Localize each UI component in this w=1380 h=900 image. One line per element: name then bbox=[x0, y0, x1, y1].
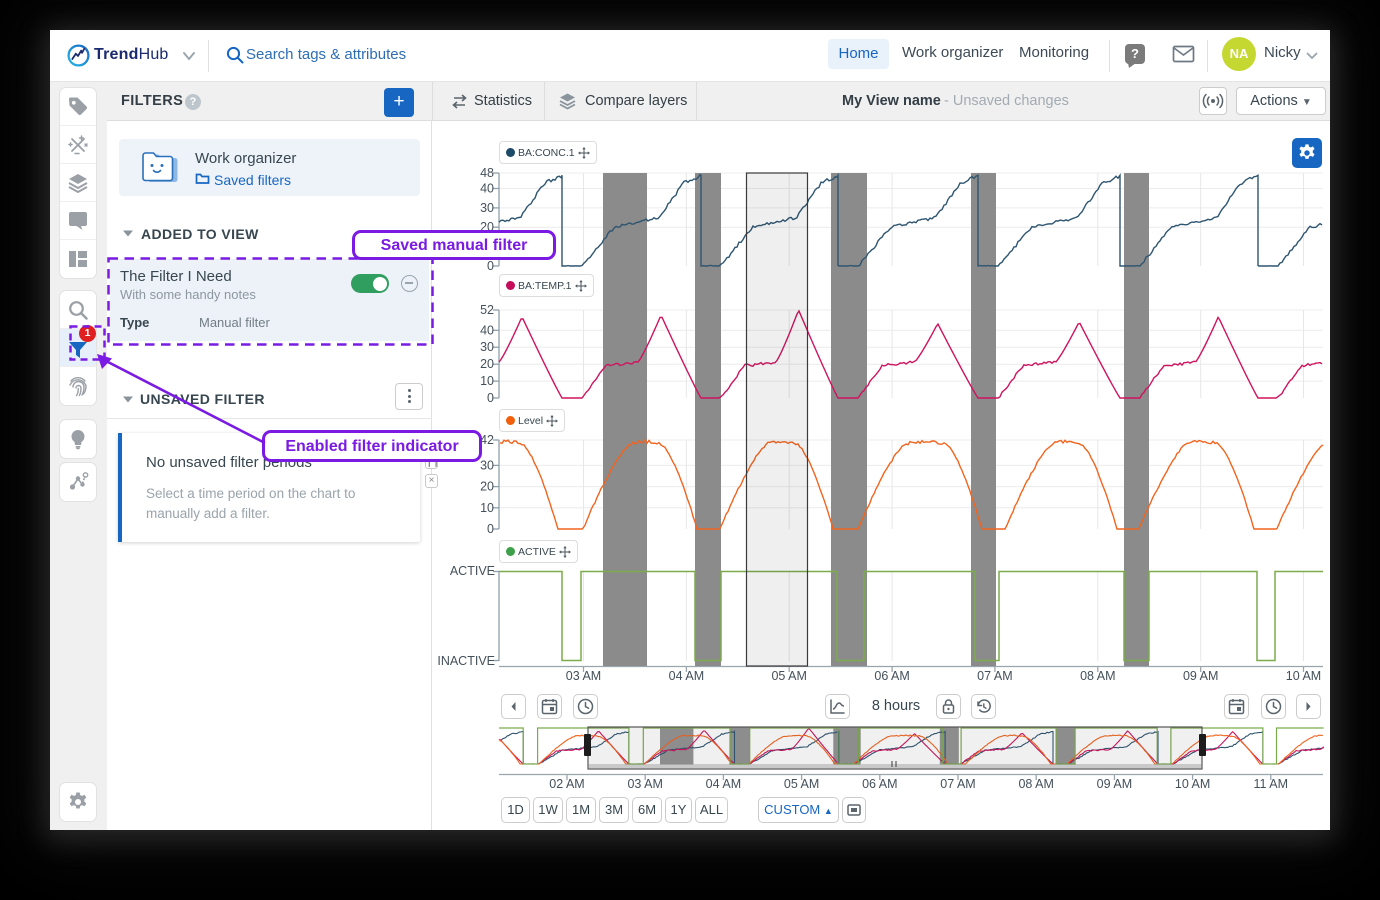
svg-text:52: 52 bbox=[480, 303, 494, 317]
svg-text:10 AM: 10 AM bbox=[1286, 669, 1321, 683]
svg-text:20: 20 bbox=[480, 480, 494, 494]
svg-text:04 AM: 04 AM bbox=[669, 669, 704, 683]
svg-text:20: 20 bbox=[480, 357, 494, 371]
svg-text:30: 30 bbox=[480, 201, 494, 215]
svg-text:30: 30 bbox=[480, 340, 494, 354]
svg-text:03 AM: 03 AM bbox=[627, 777, 662, 791]
svg-text:42: 42 bbox=[480, 433, 494, 447]
svg-text:0: 0 bbox=[487, 259, 494, 273]
svg-text:06 AM: 06 AM bbox=[874, 669, 909, 683]
svg-text:48: 48 bbox=[480, 166, 494, 180]
svg-text:11 AM: 11 AM bbox=[1254, 777, 1289, 791]
svg-text:08 AM: 08 AM bbox=[1018, 777, 1053, 791]
svg-text:07 AM: 07 AM bbox=[940, 777, 975, 791]
svg-text:40: 40 bbox=[480, 182, 494, 196]
svg-text:10: 10 bbox=[480, 501, 494, 515]
svg-text:10 AM: 10 AM bbox=[1175, 777, 1210, 791]
svg-text:10: 10 bbox=[480, 374, 494, 388]
svg-text:04 AM: 04 AM bbox=[706, 777, 741, 791]
svg-text:08 AM: 08 AM bbox=[1080, 669, 1115, 683]
svg-text:ACTIVE: ACTIVE bbox=[450, 564, 495, 578]
svg-text:02 AM: 02 AM bbox=[549, 777, 584, 791]
svg-text:06 AM: 06 AM bbox=[862, 777, 897, 791]
svg-text:05 AM: 05 AM bbox=[784, 777, 819, 791]
svg-text:09 AM: 09 AM bbox=[1097, 777, 1132, 791]
svg-text:0: 0 bbox=[487, 522, 494, 536]
svg-text:40: 40 bbox=[480, 323, 494, 337]
svg-text:INACTIVE: INACTIVE bbox=[437, 654, 495, 668]
svg-text:07 AM: 07 AM bbox=[977, 669, 1012, 683]
svg-text:09 AM: 09 AM bbox=[1183, 669, 1218, 683]
svg-text:03 AM: 03 AM bbox=[566, 669, 601, 683]
svg-text:30: 30 bbox=[480, 458, 494, 472]
svg-text:0: 0 bbox=[487, 391, 494, 405]
svg-text:05 AM: 05 AM bbox=[771, 669, 806, 683]
